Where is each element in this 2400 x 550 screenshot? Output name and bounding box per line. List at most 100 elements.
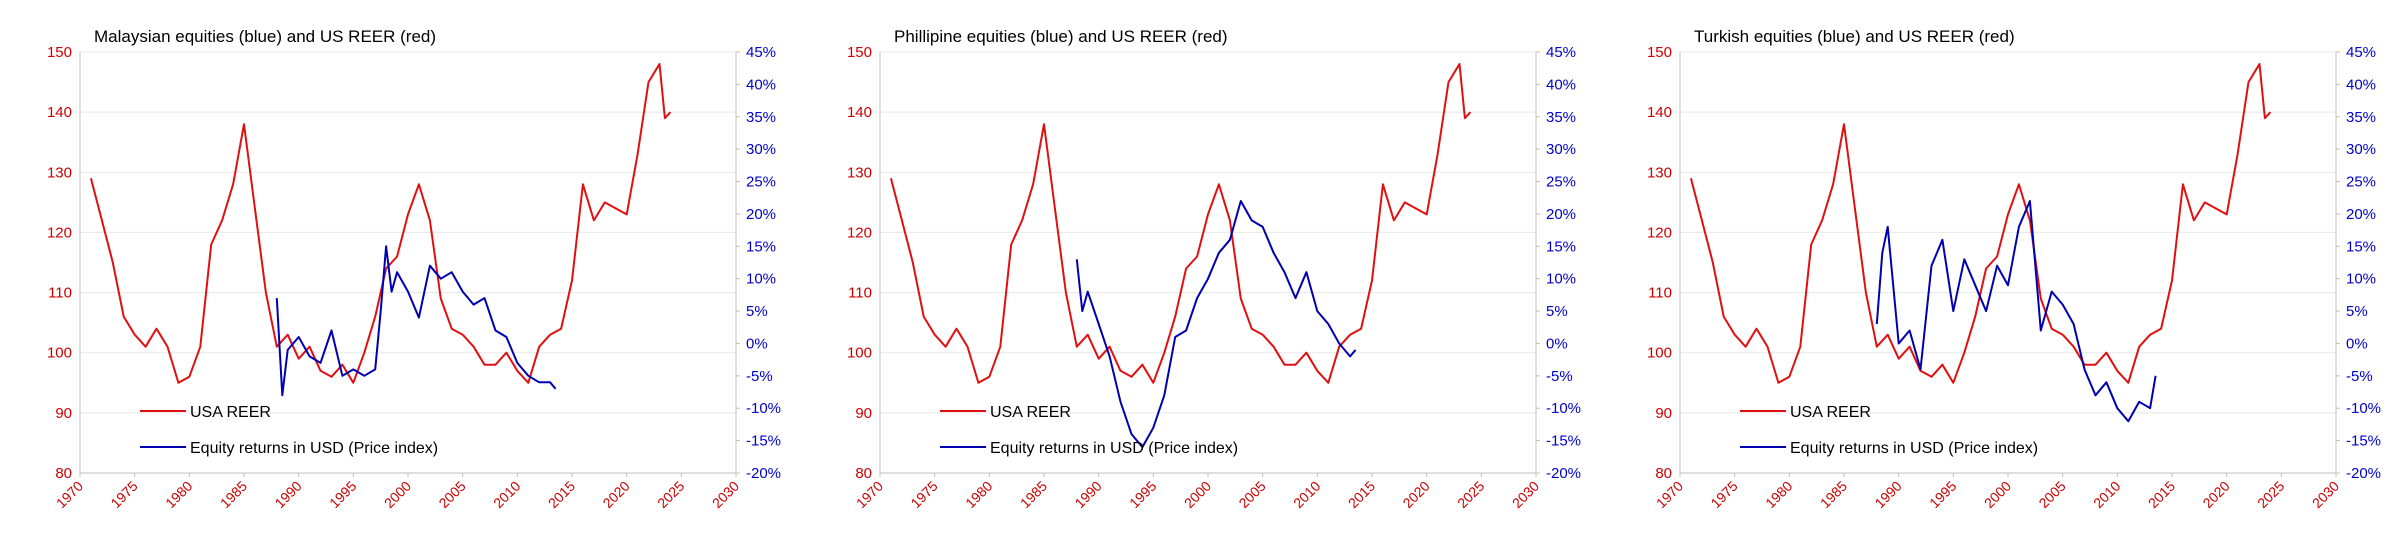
y-right-tick-label: -15% <box>1546 433 1581 450</box>
y-right-tick-label: 25% <box>2346 174 2376 191</box>
y-right-tick-label: 35% <box>1546 109 1576 126</box>
x-tick-label: 1985 <box>1817 478 1850 511</box>
series-line-equity-returns <box>1875 200 2157 423</box>
y-right-tick-label: 45% <box>2346 44 2376 61</box>
x-tick-label: 2015 <box>2145 478 2178 511</box>
y-right-tick-label: -10% <box>1546 400 1581 417</box>
x-tick-label: 2000 <box>1981 478 2014 511</box>
y-left-tick-label: 150 <box>47 44 72 61</box>
y-right-tick-label: 5% <box>2346 303 2368 320</box>
x-tick-label: 1970 <box>1653 478 1686 511</box>
chart-title: Turkish equities (blue) and US REER (red… <box>1694 27 2015 46</box>
x-tick-label: 1980 <box>1762 478 1795 511</box>
y-right-tick-label: 30% <box>2346 141 2376 158</box>
x-tick-label: 1995 <box>326 478 359 511</box>
x-tick-label: 2025 <box>654 478 687 511</box>
y-right-tick-label: -10% <box>2346 400 2381 417</box>
y-right-tick-label: 35% <box>746 109 776 126</box>
series-line-equity-returns <box>1075 200 1357 449</box>
y-left-tick-label: 130 <box>1647 164 1672 181</box>
legend-label: USA REER <box>1790 404 1871 421</box>
y-left-tick-label: 130 <box>847 164 872 181</box>
y-right-tick-label: 15% <box>1546 238 1576 255</box>
chart-panel-1: Malaysian equities (blue) and US REER (r… <box>47 27 781 511</box>
x-tick-label: 1995 <box>1126 478 1159 511</box>
y-left-tick-label: 150 <box>847 44 872 61</box>
y-right-tick-label: 10% <box>1546 271 1576 288</box>
y-right-tick-label: 45% <box>1546 44 1576 61</box>
legend-label: USA REER <box>990 404 1071 421</box>
y-right-tick-label: 15% <box>2346 238 2376 255</box>
chart-panel-3: Turkish equities (blue) and US REER (red… <box>1647 27 2381 511</box>
y-left-tick-label: 120 <box>1647 224 1672 241</box>
y-right-tick-label: 30% <box>1546 141 1576 158</box>
x-tick-label: 1980 <box>162 478 195 511</box>
y-right-tick-label: 0% <box>1546 335 1568 352</box>
chart-title: Phillipine equities (blue) and US REER (… <box>894 27 1228 46</box>
x-tick-label: 1980 <box>962 478 995 511</box>
x-tick-label: 2015 <box>1345 478 1378 511</box>
x-tick-label: 2005 <box>2035 478 2068 511</box>
x-tick-label: 2020 <box>599 478 632 511</box>
y-left-tick-label: 140 <box>847 104 872 121</box>
x-tick-label: 1990 <box>1871 478 1904 511</box>
y-left-tick-label: 140 <box>1647 104 1672 121</box>
y-left-tick-label: 150 <box>1647 44 1672 61</box>
y-right-tick-label: -20% <box>1546 465 1581 482</box>
y-right-tick-label: 5% <box>746 303 768 320</box>
y-right-tick-label: 40% <box>2346 76 2376 93</box>
y-right-tick-label: -10% <box>746 400 781 417</box>
y-right-tick-label: 10% <box>746 271 776 288</box>
y-right-tick-label: -5% <box>2346 368 2373 385</box>
y-left-tick-label: 90 <box>1655 405 1672 422</box>
legend-label: USA REER <box>190 404 271 421</box>
x-tick-label: 2015 <box>545 478 578 511</box>
x-tick-label: 1990 <box>1071 478 1104 511</box>
x-tick-label: 2030 <box>709 478 742 511</box>
y-right-tick-label: 0% <box>746 335 768 352</box>
series-line-equity-returns <box>275 245 557 397</box>
y-left-tick-label: 100 <box>47 345 72 362</box>
y-left-tick-label: 90 <box>55 405 72 422</box>
y-left-tick-label: 110 <box>848 285 872 302</box>
chart-title: Malaysian equities (blue) and US REER (r… <box>94 27 436 46</box>
y-right-tick-label: 0% <box>2346 335 2368 352</box>
y-left-tick-label: 110 <box>1648 285 1672 302</box>
x-tick-label: 1975 <box>907 478 940 511</box>
series-line-usa-reer <box>89 63 672 384</box>
y-right-tick-label: 25% <box>746 174 776 191</box>
x-tick-label: 1970 <box>853 478 886 511</box>
y-right-tick-label: 20% <box>746 206 776 223</box>
x-tick-label: 2030 <box>1509 478 1542 511</box>
x-tick-label: 1985 <box>1017 478 1050 511</box>
y-left-tick-label: 130 <box>47 164 72 181</box>
y-left-tick-label: 110 <box>48 285 72 302</box>
x-tick-label: 1990 <box>271 478 304 511</box>
x-tick-label: 2025 <box>1454 478 1487 511</box>
x-tick-label: 2020 <box>1399 478 1432 511</box>
legend-label: Equity returns in USD (Price index) <box>190 440 438 457</box>
y-right-tick-label: 30% <box>746 141 776 158</box>
x-tick-label: 2005 <box>1235 478 1268 511</box>
y-left-tick-label: 80 <box>1655 465 1672 482</box>
legend-label: Equity returns in USD (Price index) <box>990 440 1238 457</box>
x-tick-label: 1995 <box>1926 478 1959 511</box>
y-left-tick-label: 100 <box>847 345 872 362</box>
y-right-tick-label: 40% <box>746 76 776 93</box>
x-tick-label: 2030 <box>2309 478 2342 511</box>
y-right-tick-label: 45% <box>746 44 776 61</box>
y-right-tick-label: -5% <box>1546 368 1573 385</box>
y-right-tick-label: -15% <box>746 433 781 450</box>
y-right-tick-label: -5% <box>746 368 773 385</box>
y-left-tick-label: 90 <box>855 405 872 422</box>
y-right-tick-label: 20% <box>2346 206 2376 223</box>
y-right-tick-label: 10% <box>2346 271 2376 288</box>
y-left-tick-label: 100 <box>1647 345 1672 362</box>
x-tick-label: 2010 <box>2090 478 2123 511</box>
x-tick-label: 2025 <box>2254 478 2287 511</box>
x-tick-label: 1975 <box>107 478 140 511</box>
x-tick-label: 2000 <box>1181 478 1214 511</box>
x-tick-label: 2010 <box>1290 478 1323 511</box>
y-right-tick-label: 5% <box>1546 303 1568 320</box>
